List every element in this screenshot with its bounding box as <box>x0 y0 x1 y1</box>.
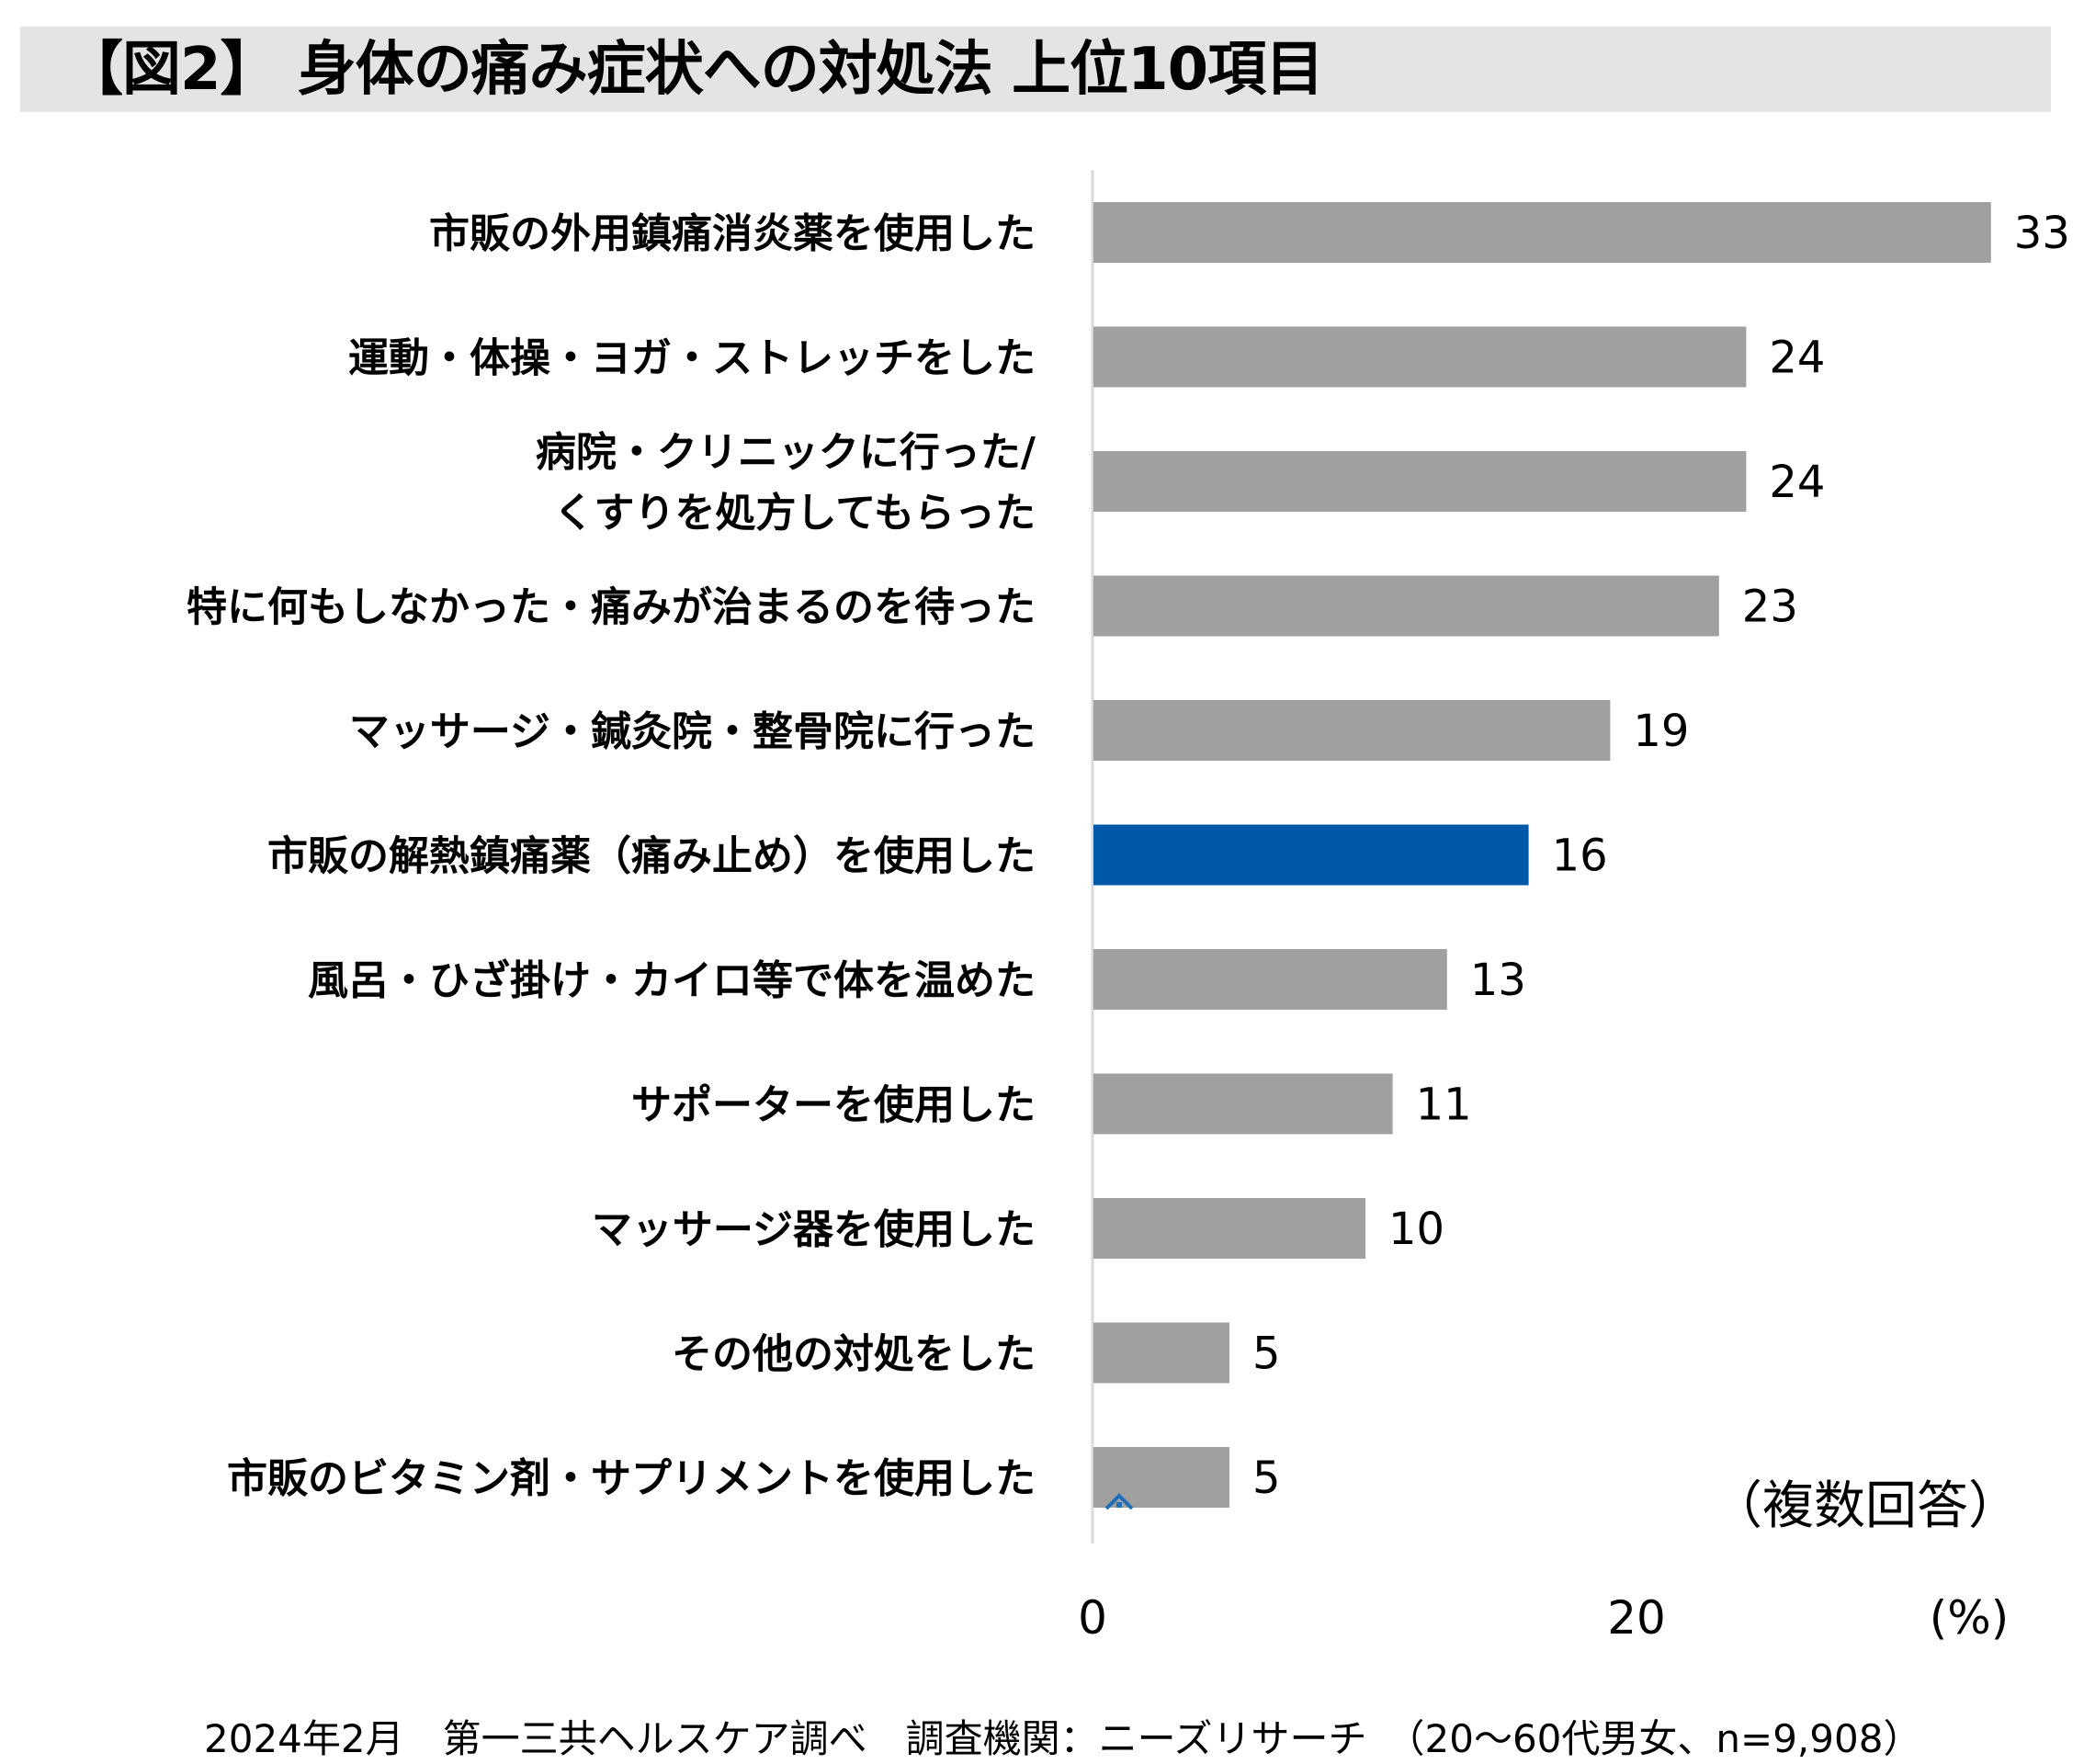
data-label: 24 <box>1769 457 1825 508</box>
bar <box>1093 824 1529 886</box>
footer-source: 2024年2月 第一三共ヘルスケア調べ 調査機関：ニーズリサーチ （20～60代… <box>204 1716 1922 1761</box>
bar <box>1093 1073 1393 1135</box>
data-label: 33 <box>2014 208 2070 259</box>
data-label: 16 <box>1552 831 1608 882</box>
category-label: マッサージ・鍼灸院・整骨院に行った <box>349 708 1036 755</box>
category-label: 市販の解熱鎮痛薬（痛み止め）を使用した <box>267 833 1036 880</box>
category-label: マッサージ器を使用した <box>592 1206 1036 1253</box>
chart-title: 【図2】 身体の痛み症状への対処法 上位10項目 <box>64 36 1324 104</box>
bars-group: 33 市販の外用鎮痛消炎薬を使用した 24 運動・体操・ヨガ・ストレッチをした 24 病院… <box>187 202 2070 1508</box>
bar <box>1093 326 1747 388</box>
bar <box>1093 1322 1229 1384</box>
data-label: 5 <box>1252 1329 1281 1380</box>
caret-up-icon <box>1104 1493 1134 1510</box>
bar <box>1093 1198 1365 1259</box>
category-label: 市販のビタミン剤・サプリメントを使用した <box>227 1455 1036 1502</box>
data-label: 23 <box>1742 582 1798 633</box>
x-axis-ticks: 0 20 (%) <box>1078 1591 2009 1645</box>
category-label: 特に何もしなかった・痛みが治まるのを待った <box>187 584 1036 631</box>
category-label: 運動・体操・ヨガ・ストレッチをした <box>348 335 1036 382</box>
category-label: サポーターを使用した <box>631 1082 1036 1129</box>
x-tick-label: 20 <box>1607 1591 1666 1645</box>
data-label: 11 <box>1416 1080 1472 1131</box>
title-band: 【図2】 身体の痛み症状への対処法 上位10項目 <box>20 27 2051 112</box>
bar <box>1093 949 1447 1010</box>
multiple-answer-note: （複数回答） <box>1711 1476 2020 1536</box>
category-label: くすりを処方してもらった <box>554 490 1036 537</box>
data-label: 24 <box>1769 333 1825 384</box>
data-label: 13 <box>1470 955 1526 1006</box>
category-label: 病院・クリニックに行った/ <box>536 429 1036 476</box>
bar <box>1093 451 1747 512</box>
bar <box>1093 202 1991 263</box>
category-label: 市販の外用鎮痛消炎薬を使用した <box>429 210 1036 257</box>
category-label: その他の対処をした <box>672 1331 1036 1378</box>
bar <box>1093 700 1611 761</box>
data-label: 5 <box>1252 1453 1281 1504</box>
category-label: 風呂・ひざ掛け・カイロ等で体を温めた <box>308 957 1036 1004</box>
x-axis-unit-label: (%) <box>1930 1591 2010 1645</box>
data-label: 10 <box>1388 1204 1444 1255</box>
data-label: 19 <box>1633 706 1689 757</box>
x-tick-label: 0 <box>1078 1591 1107 1645</box>
bar <box>1093 575 1719 637</box>
